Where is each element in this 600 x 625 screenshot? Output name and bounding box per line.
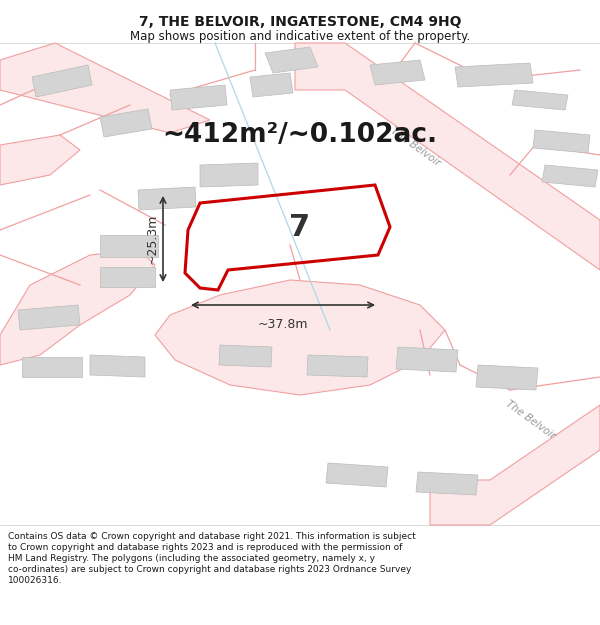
- Polygon shape: [430, 405, 600, 525]
- Text: ~37.8m: ~37.8m: [258, 318, 308, 331]
- Polygon shape: [100, 267, 155, 287]
- Polygon shape: [32, 65, 92, 97]
- Polygon shape: [18, 305, 80, 330]
- Polygon shape: [170, 85, 227, 110]
- Polygon shape: [416, 472, 478, 495]
- Text: 7: 7: [289, 214, 311, 243]
- Text: 7, THE BELVOIR, INGATESTONE, CM4 9HQ: 7, THE BELVOIR, INGATESTONE, CM4 9HQ: [139, 15, 461, 29]
- Polygon shape: [0, 43, 210, 133]
- Polygon shape: [138, 187, 196, 210]
- Bar: [0, 43, 600, 525]
- Polygon shape: [0, 135, 80, 185]
- Polygon shape: [100, 235, 158, 257]
- Polygon shape: [307, 355, 368, 377]
- Text: Map shows position and indicative extent of the property.: Map shows position and indicative extent…: [130, 30, 470, 43]
- Polygon shape: [0, 250, 155, 365]
- Polygon shape: [533, 130, 590, 153]
- Polygon shape: [219, 345, 272, 367]
- Polygon shape: [542, 165, 598, 187]
- Text: to Crown copyright and database rights 2023 and is reproduced with the permissio: to Crown copyright and database rights 2…: [8, 543, 403, 552]
- Text: ~25.3m: ~25.3m: [146, 214, 159, 264]
- Polygon shape: [295, 43, 600, 270]
- Polygon shape: [200, 163, 258, 187]
- Text: ~412m²/~0.102ac.: ~412m²/~0.102ac.: [163, 122, 437, 148]
- Polygon shape: [455, 63, 533, 87]
- Polygon shape: [326, 463, 388, 487]
- Text: HM Land Registry. The polygons (including the associated geometry, namely x, y: HM Land Registry. The polygons (includin…: [8, 554, 375, 563]
- Polygon shape: [155, 280, 445, 395]
- Text: Contains OS data © Crown copyright and database right 2021. This information is : Contains OS data © Crown copyright and d…: [8, 532, 416, 541]
- Polygon shape: [90, 355, 145, 377]
- Polygon shape: [265, 47, 318, 73]
- Polygon shape: [100, 109, 152, 137]
- Polygon shape: [250, 73, 293, 97]
- Text: The Belvoir: The Belvoir: [388, 126, 442, 168]
- Polygon shape: [396, 347, 458, 372]
- Text: co-ordinates) are subject to Crown copyright and database rights 2023 Ordnance S: co-ordinates) are subject to Crown copyr…: [8, 565, 412, 574]
- Text: 100026316.: 100026316.: [8, 576, 62, 585]
- Polygon shape: [512, 90, 568, 110]
- Polygon shape: [370, 60, 425, 85]
- Text: The Belvoir: The Belvoir: [503, 399, 557, 441]
- Polygon shape: [476, 365, 538, 390]
- Polygon shape: [22, 357, 82, 377]
